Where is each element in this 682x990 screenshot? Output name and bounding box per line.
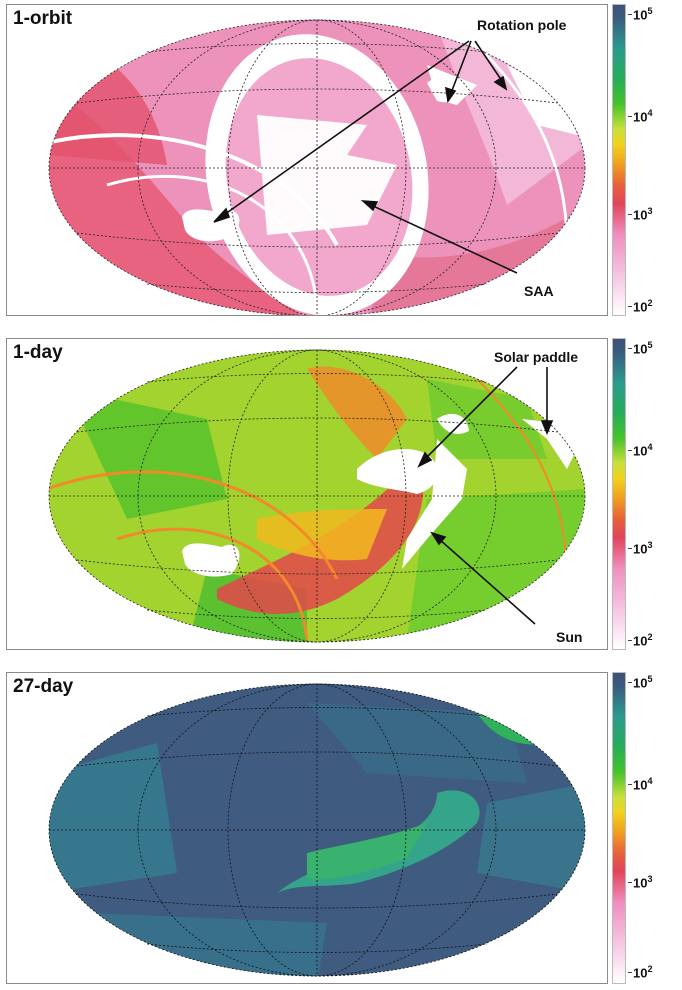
colorbar-tick [628,784,632,785]
annotation-sun: Sun [556,629,583,645]
graticule [48,349,586,643]
panel-title: 1-day [13,342,63,363]
colorbar-label: 103 [633,206,653,223]
colorbar-label: 102 [633,964,653,981]
colorbar-label: 105 [633,340,653,357]
colorbar-27-day [612,672,626,984]
colorbar-label: 103 [633,874,653,891]
colorbar-label: 102 [633,632,653,649]
annotation-arrows [213,40,518,274]
panel-title: 1-orbit [13,8,73,29]
colorbar-label: 104 [633,108,653,125]
sky-map-1-day [48,349,586,643]
solar-paddle-region [357,449,438,494]
annotation-rotation-pole: Rotation pole [477,17,567,33]
colorbar-label: 105 [633,6,653,23]
panel-27-day: 27-day [6,672,608,984]
colorbar-1-orbit [612,4,626,316]
sky-map-27-day [48,683,586,977]
colorbar-tick [628,640,632,641]
colorbar-tick [628,348,632,349]
colorbar-tick [628,882,632,883]
graticule [48,683,586,977]
colorbar-label: 104 [633,776,653,793]
colorbar-tick [628,116,632,117]
colorbar-tick [628,548,632,549]
colorbar-tick [628,450,632,451]
colorbar-tick [628,682,632,683]
colorbar-label: 105 [633,674,653,691]
colorbar-label: 102 [633,298,653,315]
colorbar-label: 104 [633,442,653,459]
sky-map-1-orbit [48,19,586,315]
colorbar-label: 103 [633,540,653,557]
colorbar-1-day [612,338,626,650]
colorbar-tick [628,14,632,15]
panel-1-day: 1-day Solar paddle Sun [6,338,608,650]
annotation-saa: SAA [524,283,554,299]
colorbar-tick [628,972,632,973]
annotation-arrows [417,366,554,625]
colorbar-tick [628,214,632,215]
annotation-solar-paddle: Solar paddle [494,349,579,365]
panel-title: 27-day [13,676,74,697]
panel-1-orbit: 1-orbit Rotation pole SAA [6,4,608,316]
graticule [48,19,586,315]
colorbar-tick [628,306,632,307]
